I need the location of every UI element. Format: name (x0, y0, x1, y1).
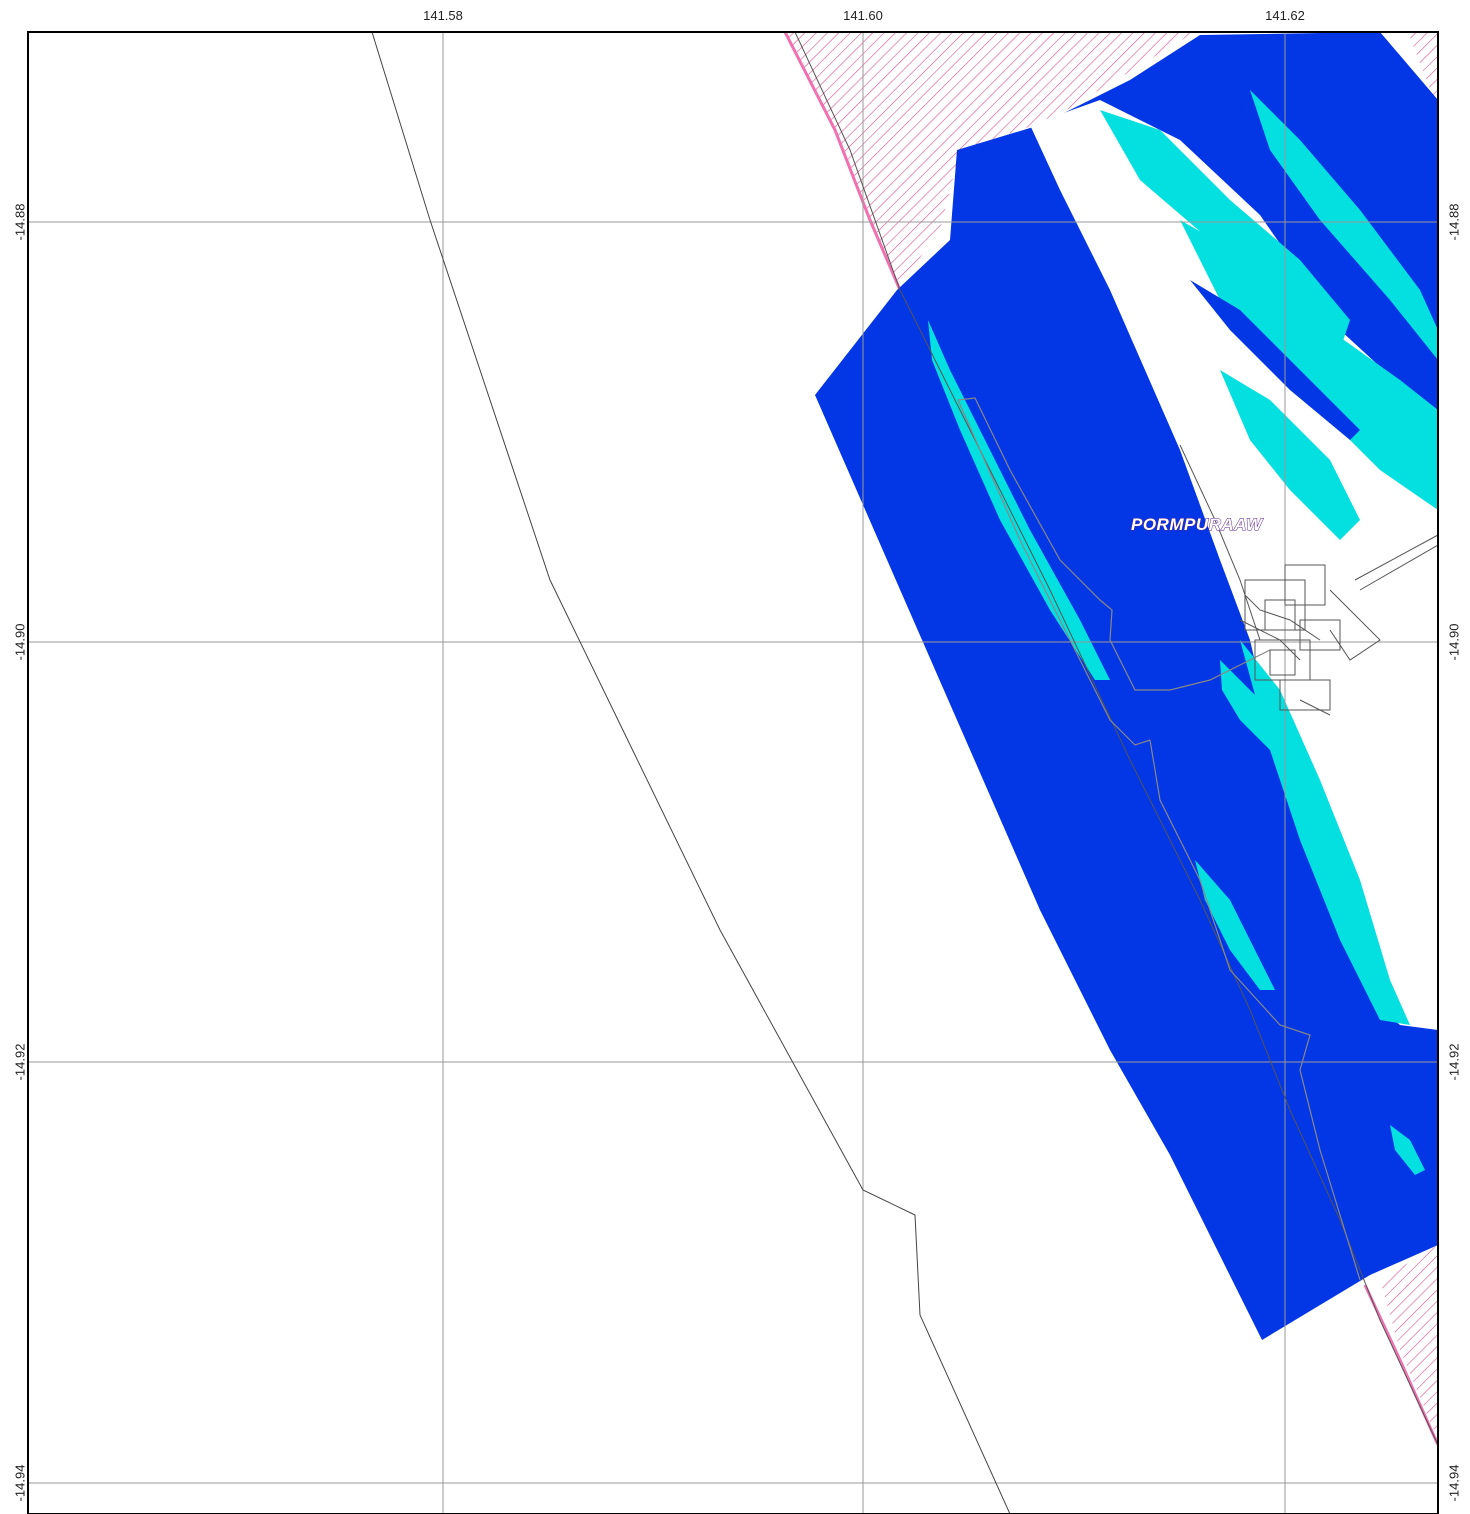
boundary-line-west (371, 32, 1011, 1514)
shallow-water-band-9 (1390, 1125, 1425, 1175)
longitude-tick-label: 141.58 (423, 8, 463, 23)
access-road (1149, 739, 1361, 1281)
shallow-water-band-8 (1220, 660, 1280, 750)
latitude-tick-label-left: -14.92 (12, 1043, 28, 1081)
shallow-water-band-6 (928, 320, 1110, 680)
hatched-zone-northeast (1408, 32, 1438, 110)
latitude-tick-label-left: -14.88 (12, 203, 28, 241)
latitude-tick-label-right: -14.94 (1446, 1464, 1462, 1502)
airstrip-outline (957, 397, 1271, 691)
shallow-water-band-5 (1240, 640, 1410, 1025)
shallow-water-band-7 (1195, 860, 1275, 990)
longitude-tick-label: 141.62 (1265, 8, 1305, 23)
shallow-water-band-3 (1220, 370, 1360, 540)
shallow-water-band-4 (1250, 90, 1438, 360)
deep-water-streak-2 (1190, 280, 1360, 440)
latitude-tick-label-right: -14.92 (1446, 1043, 1462, 1081)
map-border (27, 31, 1439, 1514)
latitude-tick-label-right: -14.90 (1446, 623, 1462, 661)
airstrip-outline-2 (957, 399, 1151, 746)
town-streets (1179, 444, 1438, 716)
longitude-tick-label: 141.60 (843, 8, 883, 23)
hatched-zone-southeast (1380, 1245, 1438, 1440)
latitude-tick-label-left: -14.94 (12, 1464, 28, 1502)
graticule (28, 32, 1438, 1514)
shallow-water-band-2 (1180, 220, 1438, 510)
town-label: PORMPURAAW (1131, 515, 1263, 535)
latitude-tick-label-right: -14.88 (1446, 203, 1462, 241)
hatched-zone-north-edge (783, 32, 902, 291)
latitude-tick-label-left: -14.90 (12, 623, 28, 661)
deep-water-streak-1 (1240, 95, 1290, 200)
shallow-water-band-1 (1100, 110, 1350, 350)
